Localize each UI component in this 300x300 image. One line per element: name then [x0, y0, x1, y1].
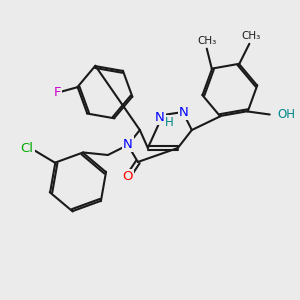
Text: OH: OH [278, 108, 296, 121]
Text: O: O [123, 170, 133, 184]
Text: Cl: Cl [20, 142, 34, 155]
Text: N: N [179, 106, 189, 118]
Text: N: N [155, 110, 165, 124]
Text: H: H [164, 116, 173, 128]
Text: CH₃: CH₃ [242, 31, 261, 41]
Text: N: N [123, 137, 133, 151]
Text: F: F [54, 86, 61, 99]
Text: CH₃: CH₃ [197, 36, 216, 46]
